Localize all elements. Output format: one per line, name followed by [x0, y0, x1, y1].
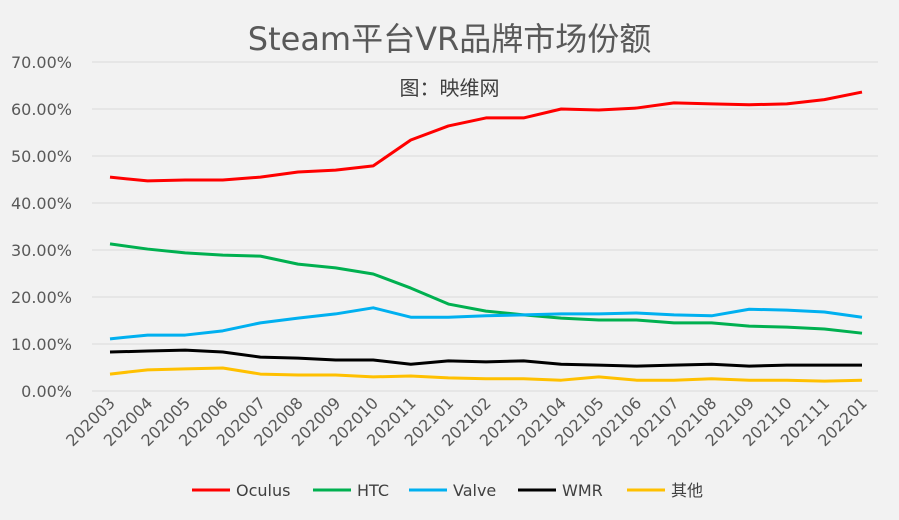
legend-label: Valve: [453, 481, 496, 500]
legend-label: WMR: [562, 481, 603, 500]
chart-subtitle: 图：映维网: [399, 76, 500, 100]
series-line-Oculus: [109, 90, 863, 183]
y-tick-label: 30.00%: [11, 241, 72, 260]
series-line-Valve: [109, 306, 863, 341]
y-tick-label: 10.00%: [11, 335, 72, 354]
series-line-其他: [109, 366, 863, 383]
y-tick-label: 70.00%: [11, 53, 72, 72]
chart-title: Steam平台VR品牌市场份额: [247, 20, 652, 58]
y-tick-label: 0.00%: [21, 382, 72, 401]
series-line-HTC: [109, 242, 863, 335]
y-tick-label: 60.00%: [11, 100, 72, 119]
y-tick-label: 50.00%: [11, 147, 72, 166]
legend-label: HTC: [357, 481, 389, 500]
legend-label: Oculus: [236, 481, 290, 500]
y-tick-label: 40.00%: [11, 194, 72, 213]
y-tick-label: 20.00%: [11, 288, 72, 307]
series-line-WMR: [109, 348, 862, 368]
legend-label: 其他: [671, 481, 703, 500]
